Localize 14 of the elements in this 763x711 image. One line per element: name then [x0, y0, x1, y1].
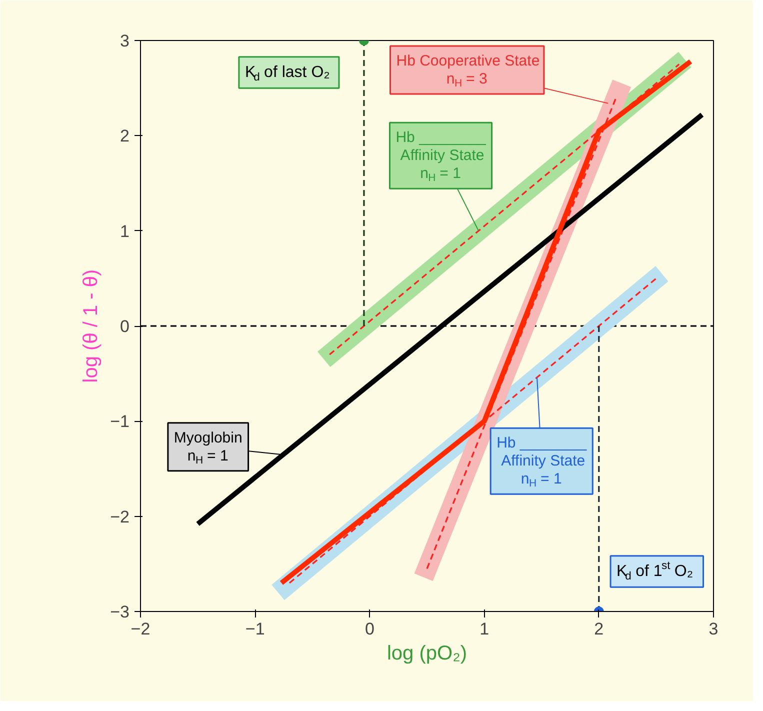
y-tick-label: −2	[110, 507, 130, 526]
x-tick-label: 1	[480, 620, 490, 638]
y-tick-label: 0	[120, 317, 130, 336]
y-tick-label: 3	[120, 32, 130, 50]
y-tick-label: −3	[110, 602, 130, 622]
x-tick-label: −1	[245, 620, 265, 638]
y-tick-label: 2	[120, 126, 130, 146]
x-tick-label: 0	[364, 620, 374, 638]
y-tick-label: 1	[120, 222, 130, 241]
y-axis-title: log (θ / 1 - θ)	[80, 269, 102, 383]
x-axis-title: log (pO₂)	[386, 642, 468, 664]
x-tick-label: 2	[594, 620, 604, 638]
x-tick-label: 3	[708, 620, 718, 638]
y-tick-label: −1	[110, 412, 130, 432]
